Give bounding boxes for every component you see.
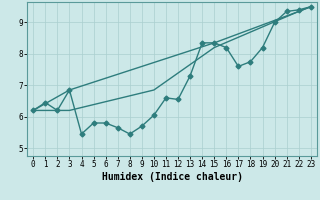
X-axis label: Humidex (Indice chaleur): Humidex (Indice chaleur) [101,172,243,182]
